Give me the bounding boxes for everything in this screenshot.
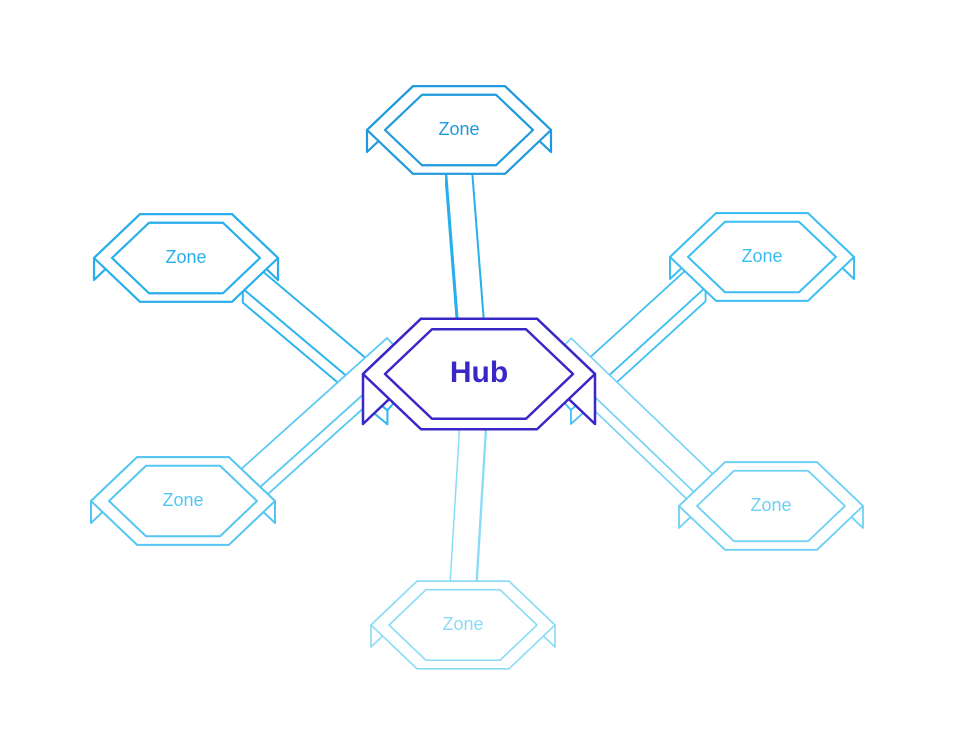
hub-label: Hub	[450, 356, 508, 389]
zone-label: Zone	[741, 246, 782, 266]
zone-bottom: Zone	[371, 581, 555, 669]
zone-label: Zone	[438, 119, 479, 139]
zone-label: Zone	[750, 495, 791, 515]
zone-label: Zone	[165, 247, 206, 267]
hub-zone-diagram: Zone Zone Zone Zone Zone Zone Hub	[0, 0, 958, 748]
zone-top: Zone	[367, 86, 551, 174]
zone-label: Zone	[442, 614, 483, 634]
zone-label: Zone	[162, 490, 203, 510]
node-layer: Zone Zone Zone Zone Zone Zone Hub	[91, 86, 863, 669]
hub: Hub	[363, 319, 595, 430]
